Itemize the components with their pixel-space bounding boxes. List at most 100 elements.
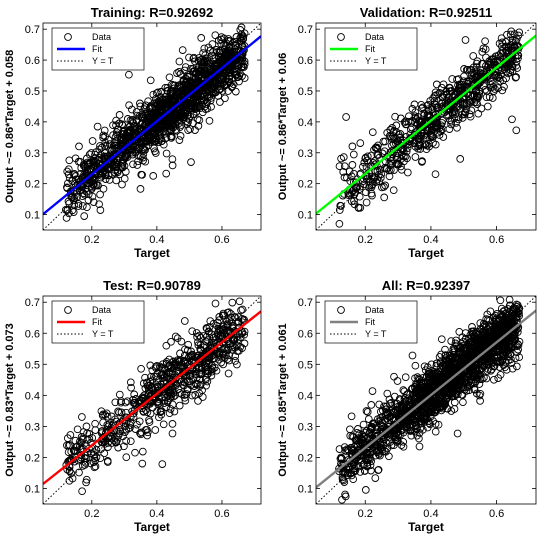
data-point xyxy=(142,120,151,129)
y-tick-label: 0.5 xyxy=(298,86,313,98)
data-point xyxy=(207,338,216,347)
data-point xyxy=(348,142,357,151)
data-point xyxy=(362,407,371,415)
data-point xyxy=(337,202,345,210)
data-point xyxy=(427,360,436,369)
data-point xyxy=(484,315,492,324)
data-point xyxy=(213,318,222,327)
data-point xyxy=(131,448,139,457)
data-point xyxy=(228,298,237,307)
data-point xyxy=(481,37,489,46)
data-point xyxy=(339,153,348,161)
legend-label-fit: Fit xyxy=(92,317,102,327)
data-point xyxy=(503,60,511,69)
data-point xyxy=(133,161,142,169)
data-point xyxy=(225,356,234,365)
data-point xyxy=(96,190,104,199)
data-point xyxy=(176,132,185,140)
data-point xyxy=(472,346,481,355)
data-point xyxy=(420,362,429,371)
data-point xyxy=(340,173,349,182)
identity-line xyxy=(316,23,536,230)
data-point xyxy=(432,394,440,402)
data-point xyxy=(335,219,344,228)
data-point xyxy=(430,375,438,384)
data-point xyxy=(380,183,388,191)
data-point xyxy=(196,96,204,105)
data-point xyxy=(126,122,134,130)
data-point xyxy=(126,423,134,432)
data-point xyxy=(151,426,160,434)
data-point xyxy=(158,460,167,468)
data-point xyxy=(431,170,440,179)
y-tick-label: 0.2 xyxy=(298,179,313,191)
data-point xyxy=(149,172,158,180)
data-point xyxy=(168,161,177,170)
data-point xyxy=(138,447,147,456)
data-point xyxy=(467,353,476,361)
data-point xyxy=(389,147,398,156)
data-point xyxy=(120,442,128,451)
data-point xyxy=(344,469,352,477)
data-point xyxy=(200,102,209,111)
data-point xyxy=(70,447,79,456)
data-point xyxy=(515,28,524,37)
data-point xyxy=(390,135,398,143)
data-point xyxy=(183,120,191,129)
axes-box xyxy=(315,22,537,231)
data-point xyxy=(391,112,399,121)
data-point xyxy=(475,391,484,400)
data-point xyxy=(76,157,85,166)
legend-label-identity: Y = T xyxy=(92,56,114,66)
data-point xyxy=(347,471,356,480)
data-point xyxy=(484,337,492,346)
data-point xyxy=(499,76,507,85)
data-point xyxy=(389,186,398,195)
data-point xyxy=(375,400,384,409)
data-point xyxy=(220,61,229,70)
data-point xyxy=(73,425,82,434)
data-point xyxy=(347,412,356,421)
data-point xyxy=(202,374,210,382)
data-point xyxy=(92,181,101,189)
data-point xyxy=(385,172,394,181)
data-point xyxy=(206,96,215,105)
data-point xyxy=(157,88,166,96)
data-point xyxy=(399,442,408,451)
data-point xyxy=(362,198,371,207)
data-point xyxy=(215,333,224,342)
data-point xyxy=(217,33,226,41)
data-point xyxy=(203,336,212,344)
data-point xyxy=(344,189,353,198)
data-point xyxy=(181,396,190,405)
data-point xyxy=(202,332,211,341)
data-point xyxy=(477,330,486,339)
data-point xyxy=(455,344,464,352)
data-point xyxy=(383,414,391,423)
data-point xyxy=(453,385,462,393)
y-tick-label: 0.4 xyxy=(25,117,40,129)
data-point xyxy=(434,420,443,429)
data-point xyxy=(414,374,423,383)
data-point xyxy=(432,101,440,109)
data-point xyxy=(93,155,102,164)
data-point xyxy=(411,108,420,117)
data-point xyxy=(138,459,147,468)
data-point xyxy=(432,80,441,89)
data-point xyxy=(167,337,175,346)
data-point xyxy=(122,425,131,434)
legend-label-fit: Fit xyxy=(92,44,102,54)
data-point xyxy=(159,140,168,149)
data-point xyxy=(196,345,205,354)
x-tick-label: 0.6 xyxy=(489,234,504,246)
data-point xyxy=(88,137,97,145)
data-point xyxy=(415,375,424,384)
data-point xyxy=(175,68,183,76)
x-tick-label: 0.2 xyxy=(84,508,99,520)
data-point xyxy=(441,400,450,408)
data-point xyxy=(137,364,145,373)
data-point xyxy=(221,94,229,103)
data-point xyxy=(92,453,101,461)
data-point xyxy=(337,453,345,462)
